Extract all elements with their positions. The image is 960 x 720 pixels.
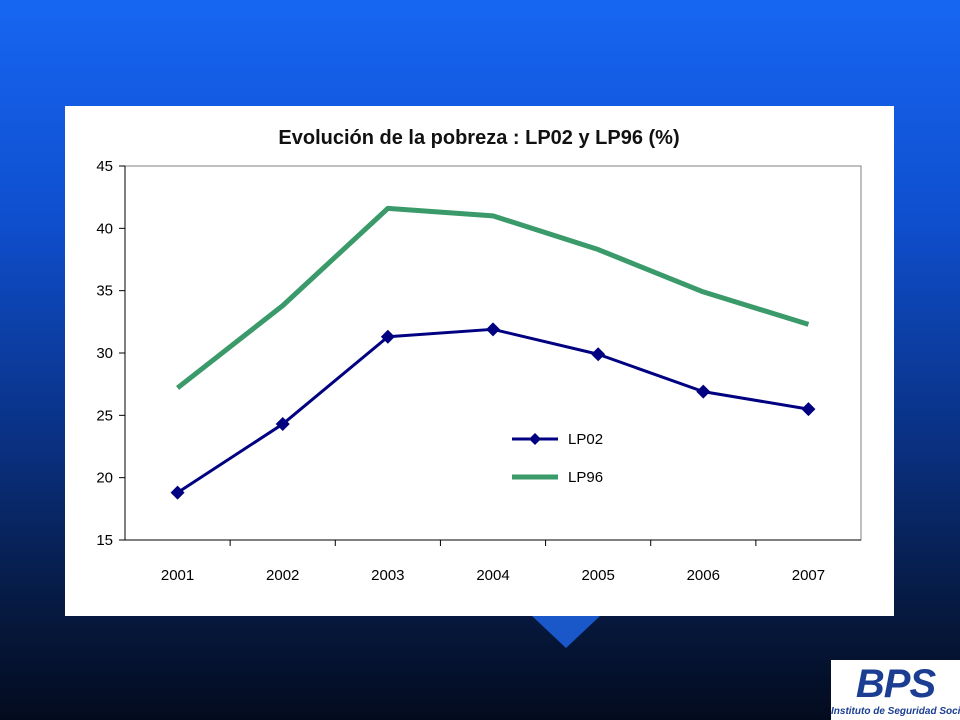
logo-mark: BPS	[855, 662, 936, 706]
chart-title: Evolución de la pobreza : LP02 y LP96 (%…	[278, 127, 679, 149]
bps-logo: BPS Instituto de Seguridad Social	[831, 660, 960, 720]
data-point-lp02	[696, 384, 711, 399]
x-tick-label: 2005	[581, 567, 614, 584]
y-tick-label: 45	[96, 158, 113, 175]
legend-label-lp02: LP02	[568, 431, 603, 448]
logo-subtitle: Instituto de Seguridad Social	[831, 706, 960, 717]
legend-marker-lp02	[529, 433, 541, 445]
data-point-lp02	[591, 347, 606, 362]
data-point-lp02	[275, 417, 290, 432]
line-chart: Evolución de la pobreza : LP02 y LP96 (%…	[96, 127, 862, 584]
x-tick-label: 2006	[687, 567, 720, 584]
decorative-arrow	[532, 616, 600, 648]
plot-border	[124, 165, 862, 541]
chart-panel: Evolución de la pobreza : LP02 y LP96 (%…	[65, 106, 894, 616]
series-line-lp96	[176, 205, 810, 390]
data-point-lp02	[170, 485, 185, 500]
series-line-lp02	[176, 327, 809, 494]
y-tick-label: 40	[96, 220, 113, 237]
y-tick-label: 15	[96, 532, 113, 549]
y-tick-label: 35	[96, 283, 113, 300]
x-tick-label: 2004	[476, 567, 509, 584]
y-tick-label: 20	[96, 470, 113, 487]
x-tick-label: 2001	[161, 567, 194, 584]
y-tick-label: 25	[96, 407, 113, 424]
x-tick-label: 2007	[792, 567, 825, 584]
plot-area: 15 20 25 30 35 40 45 2001 2002 2003 2004 2005 2006 20…	[96, 158, 862, 584]
legend-label-lp96: LP96	[568, 469, 603, 486]
data-point-lp02	[801, 402, 816, 417]
x-tick-label: 2003	[371, 567, 404, 584]
x-tick-label: 2002	[266, 567, 299, 584]
data-point-lp02	[486, 322, 500, 337]
y-tick-label: 30	[96, 345, 113, 362]
data-point-lp02	[380, 329, 395, 344]
